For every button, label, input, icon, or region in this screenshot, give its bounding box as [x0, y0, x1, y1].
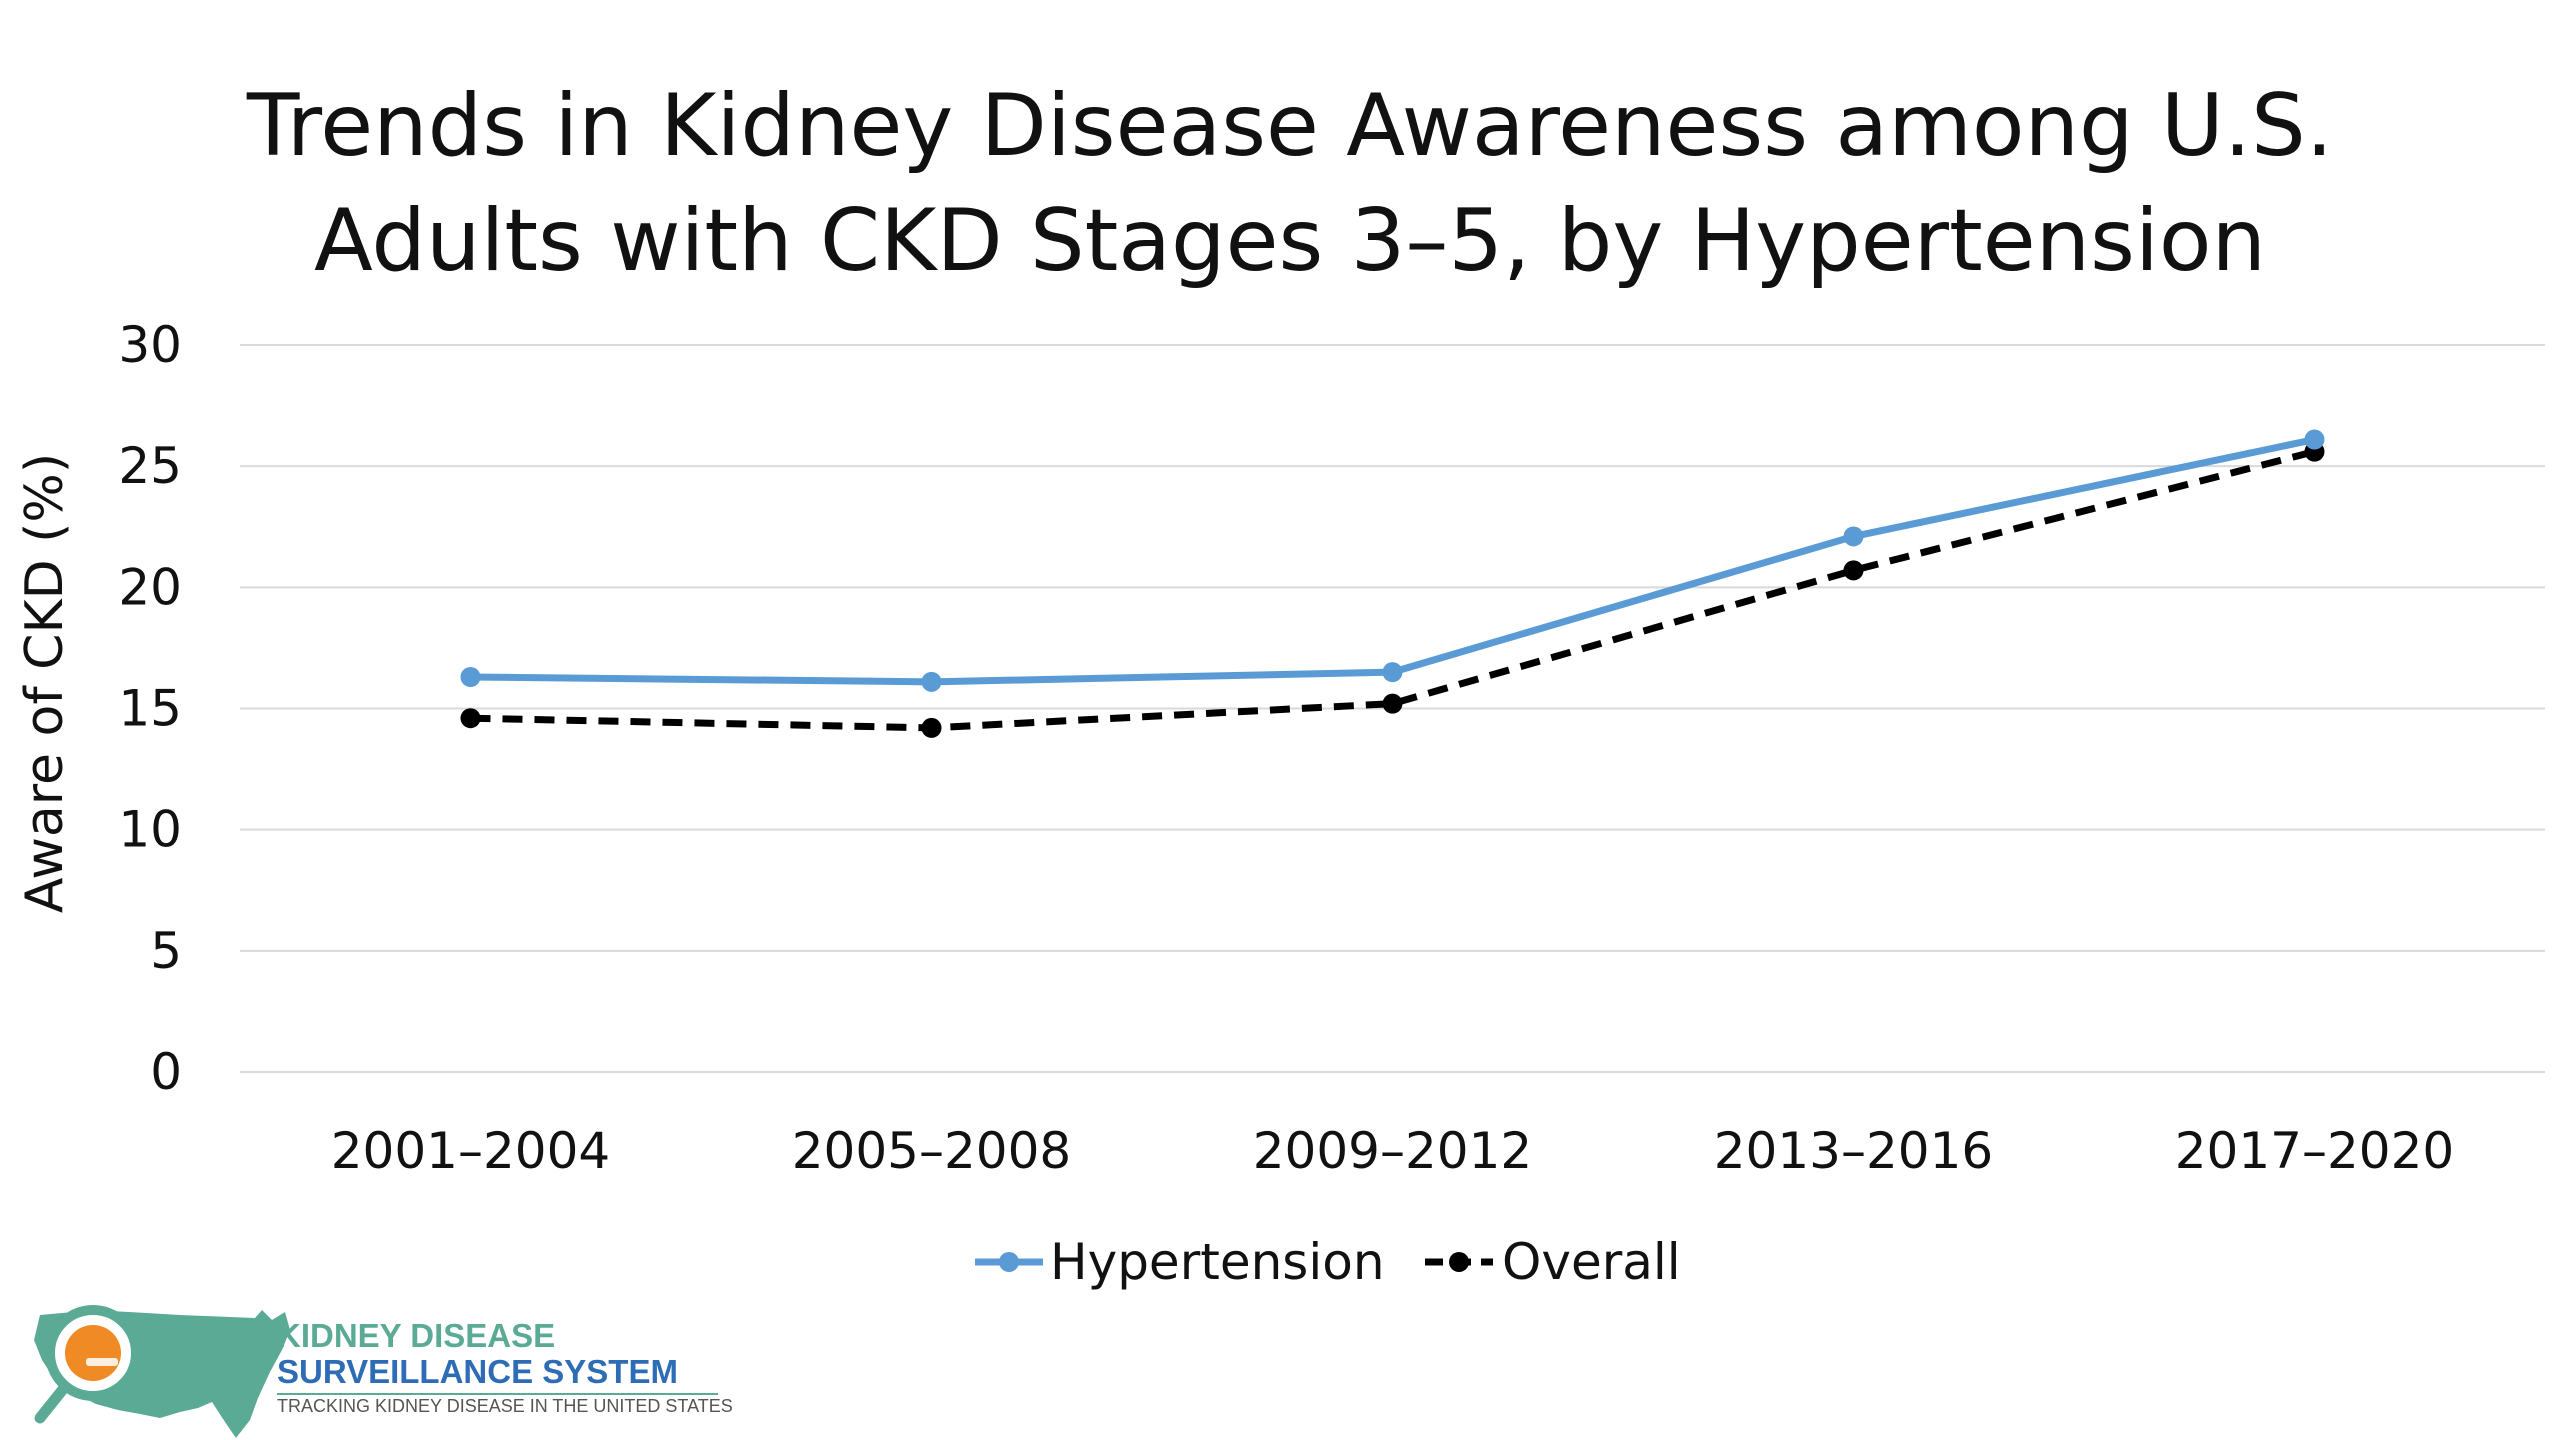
y-tick-label: 20 [118, 558, 182, 616]
chart-title-line-1: Trends in Kidney Disease Awareness among… [246, 76, 2333, 176]
data-point-overall [921, 717, 942, 738]
data-point-overall [1843, 560, 1864, 581]
legend-marker-hypertension [999, 1252, 1019, 1272]
kdss-logo: KIDNEY DISEASE SURVEILLANCE SYSTEM TRACK… [34, 1305, 733, 1438]
x-tick-labels: 2001–2004 2005–2008 2009–2012 2013–2016 2017… [331, 1122, 2455, 1180]
data-point-overall [1382, 693, 1403, 714]
y-tick-label: 5 [150, 922, 182, 980]
x-tick-label: 2009–2012 [1253, 1122, 1533, 1180]
gridlines [240, 344, 2545, 1073]
legend-marker-overall [1449, 1252, 1469, 1272]
x-tick-label: 2005–2008 [792, 1122, 1072, 1180]
magnifier-handle [34, 1382, 70, 1424]
y-axis-label: Aware of CKD (%) [15, 453, 75, 913]
y-tick-label: 0 [150, 1043, 182, 1101]
data-point-overall [460, 708, 481, 729]
x-tick-label: 2013–2016 [1714, 1122, 1994, 1180]
data-point-hypertension [1843, 526, 1864, 547]
data-point-hypertension [460, 666, 481, 687]
x-tick-label: 2017–2020 [2175, 1122, 2455, 1180]
legend-label-overall: Overall [1502, 1233, 1681, 1291]
series-line-hypertension [470, 436, 2316, 686]
kidney-icon [65, 1325, 121, 1381]
logo-title-line-1: KIDNEY DISEASE [277, 1317, 555, 1354]
legend: Hypertension Overall [975, 1233, 1681, 1291]
data-point-hypertension [1382, 662, 1403, 683]
legend-item-overall: Overall [1425, 1233, 1681, 1291]
x-tick-label: 2001–2004 [331, 1122, 611, 1180]
chart-title-line-2: Adults with CKD Stages 3–5, by Hypertens… [314, 191, 2266, 291]
series-lines [470, 436, 2316, 732]
kidney-highlight [86, 1358, 118, 1366]
y-tick-labels: 0 5 10 15 20 25 30 [118, 316, 182, 1101]
y-tick-label: 30 [118, 316, 182, 374]
logo-tagline: TRACKING KIDNEY DISEASE IN THE UNITED ST… [277, 1396, 733, 1416]
y-tick-label: 15 [118, 680, 182, 738]
legend-item-hypertension: Hypertension [975, 1233, 1385, 1291]
series-line-overall [470, 448, 2316, 732]
y-tick-label: 25 [118, 437, 182, 495]
series-markers [460, 429, 2325, 738]
data-point-hypertension [2304, 429, 2325, 450]
data-point-hypertension [921, 671, 942, 692]
logo-title-line-2: SURVEILLANCE SYSTEM [277, 1353, 678, 1390]
legend-label-hypertension: Hypertension [1050, 1233, 1385, 1291]
y-tick-label: 10 [118, 801, 182, 859]
